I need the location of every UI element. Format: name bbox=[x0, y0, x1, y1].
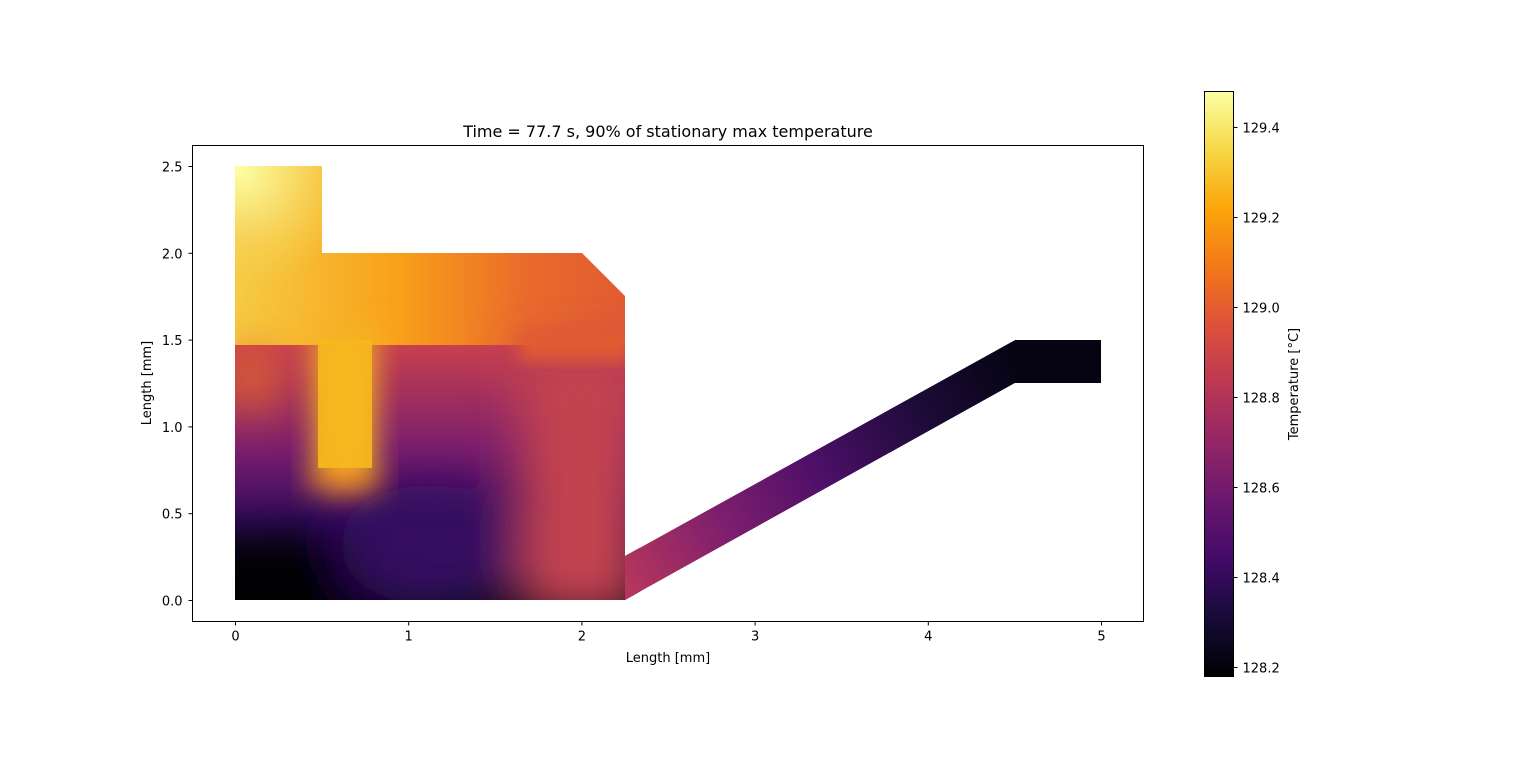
y-tick-label: 1.5 bbox=[162, 334, 183, 349]
x-axis-label: Length [mm] bbox=[626, 651, 710, 666]
plot-area-frame bbox=[192, 145, 1144, 622]
x-axis-ticks: 0 1 2 3 4 5 bbox=[231, 621, 1106, 645]
x-tick-label: 0 bbox=[231, 630, 239, 645]
colorbar bbox=[1204, 91, 1234, 677]
y-axis-ticks: 0.0 0.5 1.0 1.5 2.0 2.5 bbox=[162, 161, 193, 610]
colorbar-tick-label: 128.2 bbox=[1243, 662, 1280, 677]
x-tick-label: 2 bbox=[578, 630, 586, 645]
y-tick-label: 2.5 bbox=[162, 161, 183, 176]
colorbar-tick-label: 128.4 bbox=[1243, 572, 1280, 587]
chart-title: Time = 77.7 s, 90% of stationary max tem… bbox=[462, 122, 873, 141]
y-tick-label: 0.0 bbox=[162, 595, 183, 610]
x-tick-label: 4 bbox=[924, 630, 932, 645]
y-tick-label: 0.5 bbox=[162, 508, 183, 523]
colorbar-label: Temperature [°C] bbox=[1287, 328, 1302, 441]
colorbar-tick-label: 128.6 bbox=[1243, 482, 1280, 497]
y-tick-label: 2.0 bbox=[162, 247, 183, 262]
colorbar-ticks: 128.2 128.4 128.6 128.8 129.0 129.2 129.4 bbox=[1233, 122, 1280, 677]
colorbar-tick-label: 129.0 bbox=[1243, 302, 1280, 317]
colorbar-tick-label: 129.4 bbox=[1243, 122, 1280, 137]
y-axis-label: Length [mm] bbox=[140, 341, 155, 425]
colorbar-tick-label: 129.2 bbox=[1243, 212, 1280, 227]
x-tick-label: 1 bbox=[405, 630, 413, 645]
colorbar-tick-label: 128.8 bbox=[1243, 392, 1280, 407]
x-tick-label: 5 bbox=[1097, 630, 1105, 645]
y-tick-label: 1.0 bbox=[162, 421, 183, 436]
x-tick-label: 3 bbox=[751, 630, 759, 645]
temperature-field bbox=[235, 166, 1101, 600]
